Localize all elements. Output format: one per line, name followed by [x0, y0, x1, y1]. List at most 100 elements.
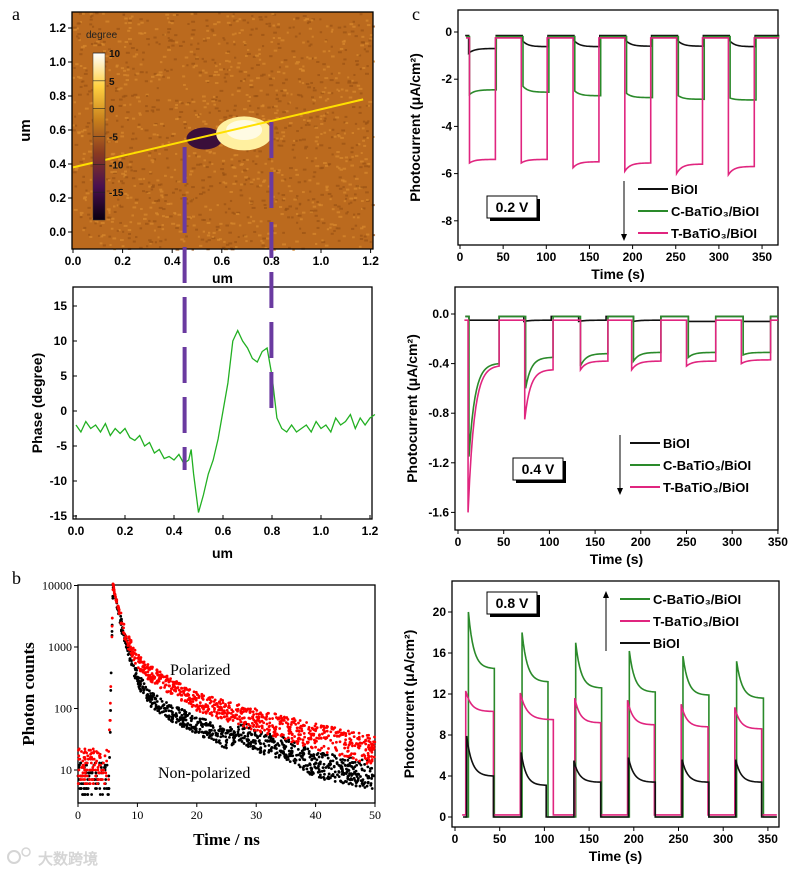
afm-grain	[195, 196, 198, 199]
afm-grain	[355, 63, 358, 66]
data-point	[321, 752, 325, 755]
afm-grain	[255, 95, 259, 98]
data-point	[232, 731, 236, 735]
afm-grain	[77, 33, 82, 36]
data-point	[227, 706, 231, 709]
afm-grain	[151, 201, 156, 204]
data-point	[176, 686, 180, 689]
data-point	[86, 793, 90, 796]
data-point	[88, 778, 91, 781]
afm-grain	[275, 199, 278, 202]
data-point	[326, 756, 330, 760]
afm-grain	[224, 73, 229, 76]
afm-grain	[367, 165, 371, 168]
afm-grain	[151, 184, 155, 187]
afm-grain	[301, 69, 305, 72]
afm-grain	[360, 160, 364, 163]
afm-grain	[201, 57, 204, 60]
afm-grain	[186, 64, 189, 67]
afm-grain	[145, 71, 148, 74]
data-point	[305, 740, 309, 744]
data-point	[111, 583, 115, 587]
afm-grain	[256, 225, 259, 228]
afm-grain	[153, 36, 157, 39]
afm-grain	[360, 227, 364, 230]
x-tick-label: 1.0	[313, 524, 330, 538]
data-point	[149, 694, 153, 698]
afm-grain	[256, 63, 260, 66]
x-tick-label: 350	[752, 250, 772, 264]
data-point	[313, 756, 317, 760]
afm-grain	[252, 18, 255, 21]
data-point	[208, 728, 212, 732]
data-point	[236, 725, 240, 729]
data-point	[77, 774, 80, 778]
afm-grain	[154, 28, 159, 31]
data-point	[278, 749, 282, 753]
afm-grain	[314, 140, 318, 143]
afm-grain	[146, 19, 149, 22]
afm-grain	[201, 69, 205, 72]
afm-grain	[251, 206, 256, 209]
afm-grain	[156, 99, 160, 102]
afm-grain	[313, 171, 317, 174]
afm-grain	[339, 47, 344, 50]
data-point	[312, 733, 316, 737]
data-point	[97, 771, 101, 775]
afm-grain	[267, 158, 271, 161]
afm-grain	[182, 65, 185, 68]
data-point	[299, 754, 303, 758]
afm-grain	[255, 155, 259, 158]
afm-grain	[150, 185, 155, 188]
afm-grain	[363, 144, 367, 147]
afm-grain	[256, 77, 260, 80]
afm-grain	[291, 216, 294, 219]
afm-grain	[79, 64, 83, 67]
afm-grain	[164, 68, 167, 71]
afm-grain	[245, 158, 249, 161]
afm-grain	[73, 101, 76, 104]
data-point	[104, 771, 108, 775]
afm-grain	[75, 63, 79, 66]
data-point	[290, 746, 293, 750]
data-point	[317, 762, 321, 766]
afm-grain	[361, 207, 364, 210]
afm-grain	[186, 217, 191, 220]
data-point	[361, 734, 365, 738]
afm-grain	[204, 71, 208, 74]
afm-grain	[151, 161, 154, 164]
afm-grain	[320, 193, 324, 196]
afm-grain	[122, 230, 125, 233]
afm-grain	[344, 115, 348, 118]
data-point	[208, 712, 212, 715]
data-point	[335, 749, 339, 752]
data-point	[149, 692, 153, 695]
data-point	[105, 774, 108, 778]
afm-grain	[210, 28, 214, 31]
afm-grain	[280, 39, 285, 42]
data-point	[240, 740, 244, 743]
data-point	[343, 758, 347, 762]
data-point	[254, 741, 258, 745]
data-point	[138, 680, 142, 683]
afm-grain	[243, 108, 247, 111]
data-point	[145, 666, 149, 670]
afm-grain	[294, 168, 298, 171]
afm-grain	[138, 32, 142, 35]
colorbar-tick-label: -15	[109, 188, 124, 199]
x-tick-label: 200	[624, 832, 644, 846]
data-point	[343, 746, 347, 750]
x-tick-label: 0.0	[68, 524, 85, 538]
afm-grain	[189, 50, 194, 53]
afm-grain	[369, 37, 373, 40]
afm-grain	[232, 40, 236, 43]
data-point	[288, 760, 292, 764]
afm-grain	[101, 43, 105, 46]
data-point	[128, 639, 132, 642]
plot-frame	[451, 580, 780, 828]
afm-grain	[175, 227, 179, 230]
data-point	[266, 739, 269, 743]
afm-grain	[270, 70, 274, 73]
afm-grain	[268, 25, 272, 28]
afm-grain	[148, 197, 151, 200]
